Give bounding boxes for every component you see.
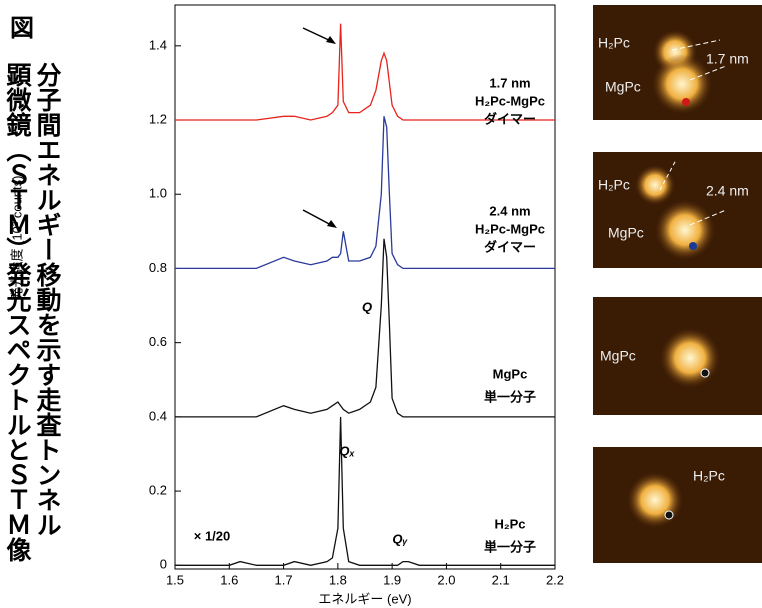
x-tick-label: 2.2 xyxy=(546,572,564,587)
distance-line xyxy=(689,65,727,81)
annotation: Qₓ xyxy=(339,443,355,458)
plot-frame xyxy=(174,4,556,570)
image-label: MgPc xyxy=(605,79,641,95)
spectrum-line xyxy=(175,416,555,566)
image-label: MgPc xyxy=(608,225,644,241)
distance-line xyxy=(659,159,677,191)
series-label: 1.7 nm xyxy=(489,75,530,90)
y-tick-label: 0.4 xyxy=(149,408,167,423)
annotation: × 1/20 xyxy=(194,528,231,543)
x-tick-label: 1.9 xyxy=(383,572,401,587)
molecule xyxy=(655,200,715,260)
spectrum-line xyxy=(175,116,555,270)
distance-line xyxy=(689,209,727,226)
series-label: H₂Pc-MgPc xyxy=(475,93,545,108)
y-axis-label: 発光強度 (10³ counts) xyxy=(9,176,24,301)
series-label: 2.4 nm xyxy=(489,203,530,218)
image-label: H₂Pc xyxy=(598,35,630,51)
series-label: MgPc xyxy=(493,366,528,381)
x-axis-label: エネルギー (eV) xyxy=(318,591,411,606)
arrow-head xyxy=(327,220,337,228)
y-tick-label: 1.4 xyxy=(149,37,167,52)
x-tick-label: 1.5 xyxy=(166,572,184,587)
x-tick-label: 2.1 xyxy=(492,572,510,587)
image-label: H₂Pc xyxy=(693,468,725,484)
y-tick-label: 1.2 xyxy=(149,111,167,126)
annotation: Qᵧ xyxy=(392,531,408,546)
tip-marker xyxy=(700,368,710,378)
series-label: ダイマー xyxy=(484,239,536,254)
distance-line xyxy=(671,39,721,51)
x-tick-label: 2.0 xyxy=(437,572,455,587)
image-label: H₂Pc xyxy=(598,177,630,193)
arrow xyxy=(302,209,334,227)
image-label: MgPc xyxy=(600,348,636,364)
tip-marker xyxy=(682,98,690,106)
x-tick-label: 1.6 xyxy=(220,572,238,587)
series-label: H₂Pc-MgPc xyxy=(475,221,545,236)
molecule xyxy=(660,328,720,388)
series-label: H₂Pc xyxy=(494,516,525,531)
title-line: 分子間エネルギー移動を示す走査トンネル xyxy=(33,62,62,537)
x-tick-label: 1.7 xyxy=(275,572,293,587)
annotation: Q xyxy=(362,299,372,314)
spectrum-line xyxy=(175,23,555,121)
molecule xyxy=(652,54,712,114)
arrow-head xyxy=(326,36,336,44)
y-tick-label: 0.2 xyxy=(149,483,167,498)
series-label: 単一分子 xyxy=(484,389,536,404)
title-line: 顕微鏡（ＳＴＭ）発光スペクトルとＳＴＭ像 xyxy=(3,62,32,562)
series-label: 単一分子 xyxy=(484,539,536,554)
y-tick-label: 0.8 xyxy=(149,260,167,275)
molecule xyxy=(627,472,683,528)
figure-label: 図 xyxy=(10,15,34,42)
image-label: 2.4 nm xyxy=(706,183,749,199)
series-label: ダイマー xyxy=(484,111,536,126)
y-tick-label: 1.0 xyxy=(149,186,167,201)
spectrum-line xyxy=(175,238,555,418)
tip-marker xyxy=(664,510,674,520)
image-label: 1.7 nm xyxy=(706,51,749,67)
x-tick-label: 1.8 xyxy=(329,572,347,587)
stm-images xyxy=(593,5,762,563)
molecule xyxy=(635,165,675,205)
y-tick-label: 0.6 xyxy=(149,334,167,349)
y-tick-label: 0 xyxy=(160,557,167,572)
figure-title: 分子間エネルギー移動を示す走査トンネル 顕微鏡（ＳＴＭ）発光スペクトルとＳＴＭ像 xyxy=(2,62,62,602)
tip-marker xyxy=(689,242,697,250)
